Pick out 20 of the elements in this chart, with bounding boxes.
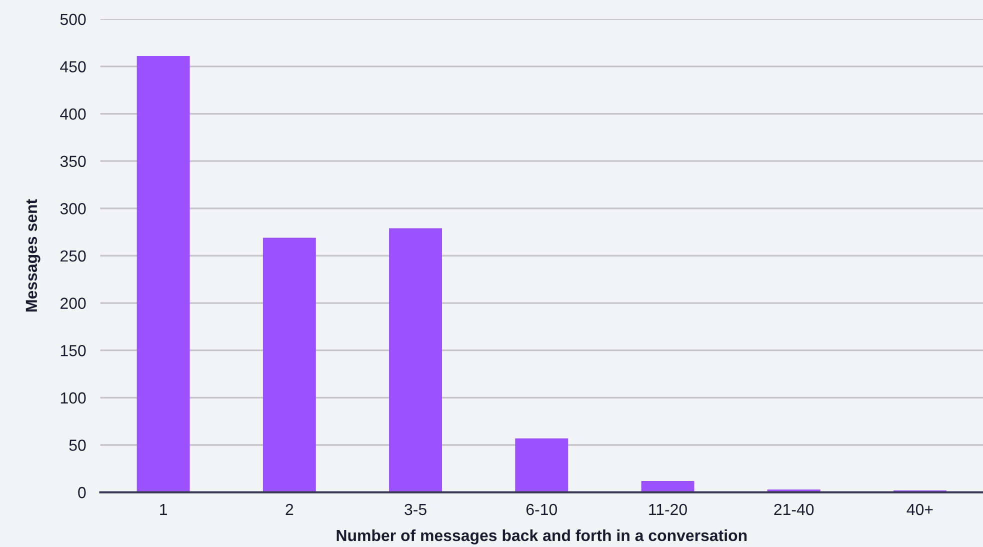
y-tick-label: 100	[60, 392, 86, 404]
x-tick-label: 1	[160, 504, 167, 515]
x-tick-label: 11-20	[649, 504, 687, 516]
x-tick-label: 3-5	[404, 504, 426, 516]
y-tick-label: 200	[60, 298, 86, 309]
x-tick-label: 2	[286, 504, 294, 515]
x-tick-label: 21-40	[774, 504, 814, 516]
y-tick-label: 500	[60, 14, 86, 26]
y-tick-label: 250	[60, 250, 86, 262]
y-axis-title: Messages sent	[26, 199, 40, 312]
y-tick-label: 400	[60, 108, 86, 120]
y-tick-label: 50	[69, 440, 86, 451]
y-tick-label: 300	[60, 203, 86, 214]
x-tick-label: 40+	[906, 504, 933, 516]
x-tick-label: 6-10	[526, 504, 557, 516]
x-axis-title: Number of messages back and forth in a conversation	[336, 529, 747, 544]
y-tick-label: 450	[60, 61, 86, 72]
y-tick-label: 350	[60, 156, 86, 168]
y-tick-label: 0	[78, 486, 86, 498]
y-tick-label: 150	[60, 344, 86, 356]
